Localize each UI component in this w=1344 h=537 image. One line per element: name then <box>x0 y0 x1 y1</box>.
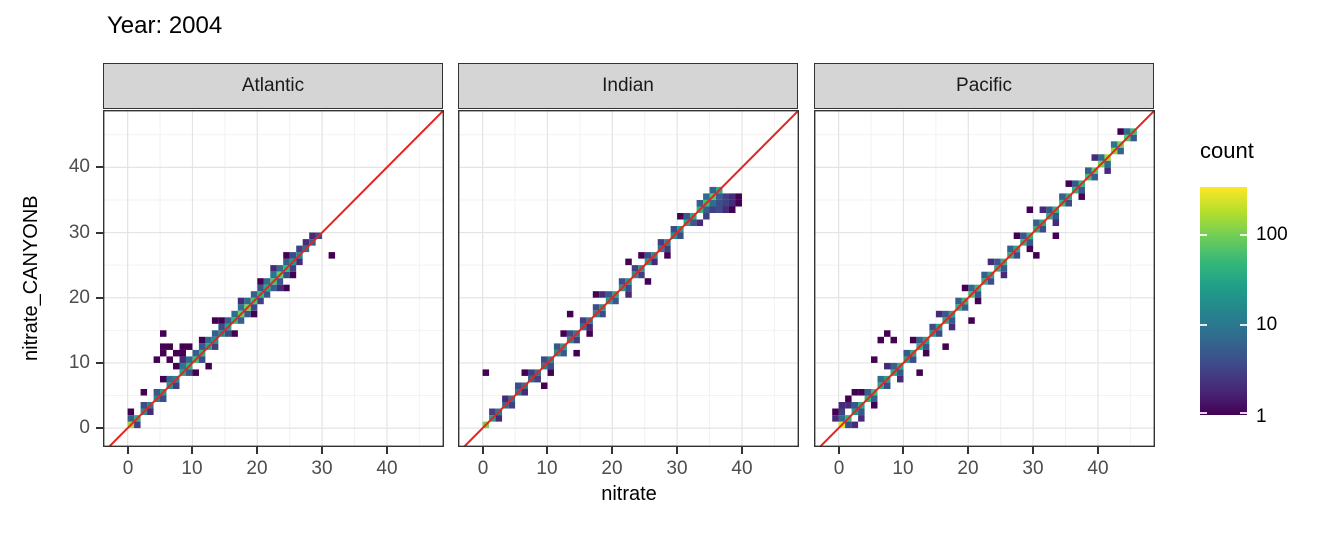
x-tick-label: 10 <box>536 458 558 479</box>
facet-strip-indian: Indian <box>458 63 798 109</box>
x-tick-mark <box>321 447 323 454</box>
x-tick-mark <box>546 447 548 454</box>
x-tick-mark <box>611 447 613 454</box>
panel-svg <box>103 110 444 447</box>
legend-tick-mark <box>1200 324 1207 326</box>
x-tick-label: 0 <box>833 458 845 479</box>
facet-strip-atlantic: Atlantic <box>103 63 443 109</box>
x-tick-mark <box>127 447 129 454</box>
plot-title: Year: 2004 <box>107 12 223 39</box>
y-tick-mark <box>96 297 103 299</box>
x-axis-title: nitrate <box>601 483 657 505</box>
legend-title: count <box>1200 138 1254 163</box>
panel-pacific <box>814 110 1155 447</box>
x-tick-label: 40 <box>1087 458 1109 479</box>
legend-colorbar <box>1200 187 1247 415</box>
x-tick-mark <box>482 447 484 454</box>
x-tick-mark <box>191 447 193 454</box>
legend: count 100 10 1 <box>1192 130 1332 440</box>
x-tick-mark <box>1032 447 1034 454</box>
x-tick-mark <box>676 447 678 454</box>
x-tick-label: 40 <box>376 458 398 479</box>
panel-indian <box>458 110 799 447</box>
y-tick-label: 30 <box>68 222 90 243</box>
panel-atlantic <box>103 110 444 447</box>
y-tick-mark <box>96 166 103 168</box>
y-tick-label: 40 <box>68 156 90 177</box>
panel-svg <box>814 110 1155 447</box>
x-tick-mark <box>741 447 743 454</box>
facet-strip-pacific: Pacific <box>814 63 1154 109</box>
x-tick-mark <box>386 447 388 454</box>
x-tick-mark <box>838 447 840 454</box>
x-tick-mark <box>967 447 969 454</box>
x-tick-label: 30 <box>1022 458 1044 479</box>
y-tick-label: 10 <box>68 352 90 373</box>
x-tick-label: 40 <box>731 458 753 479</box>
x-tick-label: 20 <box>601 458 623 479</box>
legend-tick-label: 1 <box>1256 406 1267 427</box>
y-axis-title: nitrate_CANYONB <box>20 195 42 362</box>
x-tick-label: 10 <box>181 458 203 479</box>
x-tick-label: 30 <box>311 458 333 479</box>
legend-tick-mark <box>1240 412 1247 414</box>
y-tick-mark <box>96 232 103 234</box>
panel-svg <box>458 110 799 447</box>
legend-tick-mark <box>1200 412 1207 414</box>
x-tick-mark <box>1097 447 1099 454</box>
y-tick-mark <box>96 427 103 429</box>
facet-strip-label: Atlantic <box>241 75 305 96</box>
x-tick-mark <box>902 447 904 454</box>
y-tick-label: 0 <box>79 417 90 438</box>
legend-tick-mark <box>1240 234 1247 236</box>
x-tick-label: 0 <box>477 458 489 479</box>
y-tick-label: 20 <box>68 287 90 308</box>
legend-tick-label: 100 <box>1256 224 1288 245</box>
legend-tick-mark <box>1200 234 1207 236</box>
x-tick-mark <box>256 447 258 454</box>
legend-tick-mark <box>1240 324 1247 326</box>
x-tick-label: 30 <box>666 458 688 479</box>
x-tick-label: 10 <box>892 458 914 479</box>
facet-strip-label: Pacific <box>956 75 1012 96</box>
y-tick-mark <box>96 362 103 364</box>
facet-strip-label: Indian <box>602 75 654 96</box>
x-tick-label: 20 <box>957 458 979 479</box>
legend-tick-label: 10 <box>1256 314 1278 335</box>
x-tick-label: 20 <box>246 458 268 479</box>
x-tick-label: 0 <box>122 458 134 479</box>
